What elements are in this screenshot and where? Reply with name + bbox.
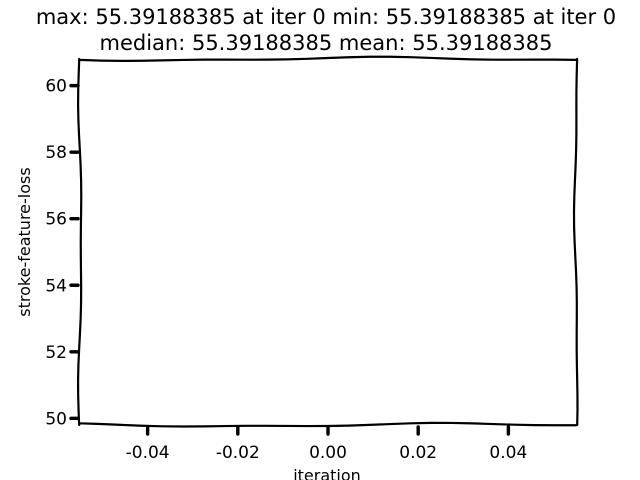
chart-title-line-1: max: 55.39188385 at iter 0 min: 55.39188… [36,5,616,29]
y-axis-label: stroke-feature-loss [15,167,34,316]
x-tick-label: -0.04 [126,443,170,463]
y-tick-label: 56 [45,210,67,230]
chart-title: max: 55.39188385 at iter 0 min: 55.39188… [36,5,616,55]
y-tick-label: 50 [45,409,67,429]
x-tick-label: -0.02 [216,443,260,463]
x-tick-label: 0.00 [309,443,347,463]
x-tick-label: 0.02 [399,443,437,463]
y-tick-label: 60 [45,77,67,97]
plot-area-frame [76,55,579,428]
x-tick-label: 0.04 [489,443,527,463]
y-axis-ticks: 50 52 54 56 58 60 [45,77,80,429]
y-tick-label: 58 [45,143,67,163]
x-axis-ticks: -0.04 -0.02 0.00 0.02 0.04 [126,425,527,463]
y-tick-label: 52 [45,343,67,363]
x-axis-label: iteration [293,466,361,480]
y-tick-label: 54 [45,276,67,296]
chart-title-line-2: median: 55.39188385 mean: 55.39188385 [99,31,552,55]
